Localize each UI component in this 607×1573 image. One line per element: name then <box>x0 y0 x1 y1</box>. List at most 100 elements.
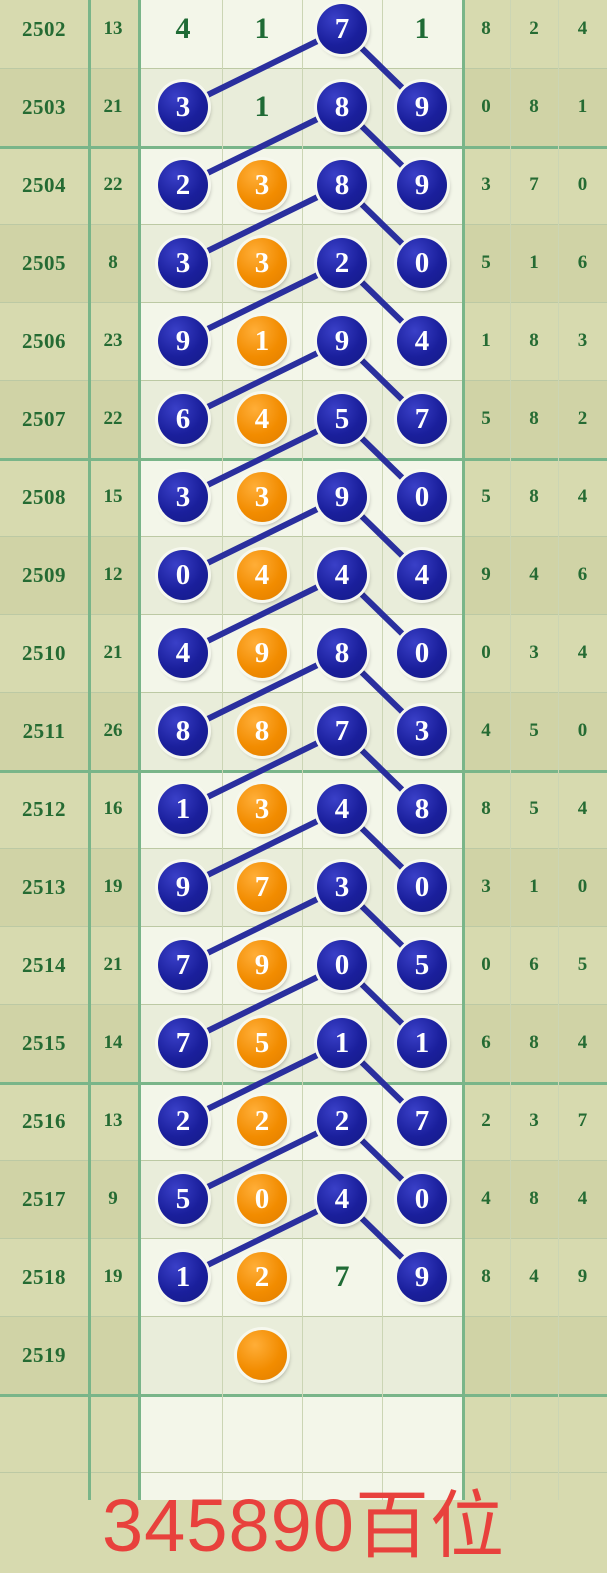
ball-blue-3[interactable]: 3 <box>158 82 208 132</box>
stat-value: 8 <box>529 408 539 429</box>
ball-blue-9[interactable]: 9 <box>397 1252 447 1302</box>
ball-blue-8[interactable]: 8 <box>317 82 367 132</box>
ball-blue-0[interactable]: 0 <box>158 550 208 600</box>
row-sum: 13 <box>103 18 123 39</box>
ball-blue-9[interactable]: 9 <box>317 316 367 366</box>
stat-value: 7 <box>577 1110 588 1131</box>
ball-blue-9[interactable]: 9 <box>397 82 447 132</box>
row-id-2519: 2519 <box>22 1342 66 1367</box>
grid-line <box>510 0 511 1500</box>
ball-blue-9[interactable]: 9 <box>158 316 208 366</box>
row-id-2512: 2512 <box>22 796 66 821</box>
ball-blue-4[interactable]: 4 <box>317 550 367 600</box>
ball-blue-2[interactable]: 2 <box>317 1096 367 1146</box>
ball-orange-2[interactable]: 2 <box>237 1096 287 1146</box>
ball-blue-5[interactable]: 5 <box>397 940 447 990</box>
ball-blue-0[interactable]: 0 <box>397 1174 447 1224</box>
ball-orange-0[interactable]: 0 <box>237 1174 287 1224</box>
grid-line <box>382 0 383 1500</box>
stat-value: 1 <box>529 252 539 273</box>
stat-value <box>462 1316 510 1394</box>
row-id-2514: 2514 <box>22 952 66 977</box>
ball-blue-0[interactable]: 0 <box>317 940 367 990</box>
row-sum: 22 <box>103 408 123 429</box>
stat-value: 0 <box>577 720 588 741</box>
stat-value: 4 <box>577 486 588 507</box>
ball-blue-2[interactable]: 2 <box>317 238 367 288</box>
grid-line <box>0 1472 607 1473</box>
stat-value: 8 <box>481 1266 491 1287</box>
ball-blue-3[interactable]: 3 <box>158 472 208 522</box>
row-sum: 14 <box>103 1032 123 1053</box>
ball-blue-7[interactable]: 7 <box>317 4 367 54</box>
ball-blue-7[interactable]: 7 <box>397 394 447 444</box>
ball-blue-1[interactable]: 1 <box>158 784 208 834</box>
ball-blue-5[interactable]: 5 <box>158 1174 208 1224</box>
stat-value: 5 <box>577 954 588 975</box>
ball-blue-4[interactable]: 4 <box>317 784 367 834</box>
ball-orange-1[interactable]: 1 <box>237 316 287 366</box>
ball-blue-1[interactable]: 1 <box>158 1252 208 1302</box>
ball-blue-9[interactable]: 9 <box>158 862 208 912</box>
row-sum: 21 <box>103 954 123 975</box>
ball-blue-3[interactable]: 3 <box>317 862 367 912</box>
ball-blue-1[interactable]: 1 <box>317 1018 367 1068</box>
ball-blue-2[interactable]: 2 <box>158 1096 208 1146</box>
ball-blue-9[interactable]: 9 <box>317 472 367 522</box>
stat-value: 1 <box>481 330 491 351</box>
ball-blue-9[interactable]: 9 <box>397 160 447 210</box>
ball-blue-2[interactable]: 2 <box>158 160 208 210</box>
ball-blue-7[interactable]: 7 <box>317 706 367 756</box>
stat-value: 0 <box>577 876 588 897</box>
grid-line-major <box>0 1394 607 1397</box>
ball-orange-3[interactable]: 3 <box>237 160 287 210</box>
ball-orange-5[interactable]: 5 <box>237 1018 287 1068</box>
ball-blue-4[interactable]: 4 <box>158 628 208 678</box>
ball-blue-8[interactable]: 8 <box>317 628 367 678</box>
stat-value: 2 <box>529 18 539 39</box>
ball-orange-7[interactable]: 7 <box>237 862 287 912</box>
ball-orange-8[interactable]: 8 <box>237 706 287 756</box>
ball-orange-9[interactable]: 9 <box>237 940 287 990</box>
stat-value: 4 <box>529 564 539 585</box>
ball-orange-3[interactable]: 3 <box>237 238 287 288</box>
ball-blue-7[interactable]: 7 <box>158 940 208 990</box>
plain-number: 1 <box>414 12 430 45</box>
ball-blue-8[interactable]: 8 <box>158 706 208 756</box>
grid-line-major <box>138 0 141 1500</box>
ball-orange-4[interactable]: 4 <box>237 394 287 444</box>
ball-blue-1[interactable]: 1 <box>397 1018 447 1068</box>
ball-blue-0[interactable]: 0 <box>397 862 447 912</box>
ball-blue-4[interactable]: 4 <box>397 316 447 366</box>
ball-blue-0[interactable]: 0 <box>397 628 447 678</box>
stat-value: 4 <box>577 18 588 39</box>
ball-blue-8[interactable]: 8 <box>317 160 367 210</box>
ball-orange-4[interactable]: 4 <box>237 550 287 600</box>
row-sum: 15 <box>103 486 123 507</box>
stat-value: 8 <box>529 96 539 117</box>
ball-blue-0[interactable]: 0 <box>397 472 447 522</box>
ball-blue-8[interactable]: 8 <box>397 784 447 834</box>
ball-blue-0[interactable]: 0 <box>397 238 447 288</box>
row-shading <box>0 1316 607 1394</box>
ball-blue-7[interactable]: 7 <box>158 1018 208 1068</box>
ball-blue-6[interactable]: 6 <box>158 394 208 444</box>
stat-value <box>510 1316 558 1394</box>
row-id-2502: 2502 <box>22 16 66 41</box>
ball-orange-3[interactable]: 3 <box>237 784 287 834</box>
ball-blue-3[interactable]: 3 <box>158 238 208 288</box>
ball-blue-5[interactable]: 5 <box>317 394 367 444</box>
ball-blue-4[interactable]: 4 <box>397 550 447 600</box>
plain-number: 7 <box>334 1260 350 1293</box>
stat-value: 6 <box>577 252 588 273</box>
ball-orange-blank[interactable] <box>237 1330 287 1380</box>
stat-value: 4 <box>529 1266 539 1287</box>
ball-blue-3[interactable]: 3 <box>397 706 447 756</box>
ball-orange-3[interactable]: 3 <box>237 472 287 522</box>
ball-orange-2[interactable]: 2 <box>237 1252 287 1302</box>
stat-value: 3 <box>481 876 491 897</box>
ball-orange-9[interactable]: 9 <box>237 628 287 678</box>
stat-value: 6 <box>577 564 588 585</box>
ball-blue-4[interactable]: 4 <box>317 1174 367 1224</box>
ball-blue-7[interactable]: 7 <box>397 1096 447 1146</box>
